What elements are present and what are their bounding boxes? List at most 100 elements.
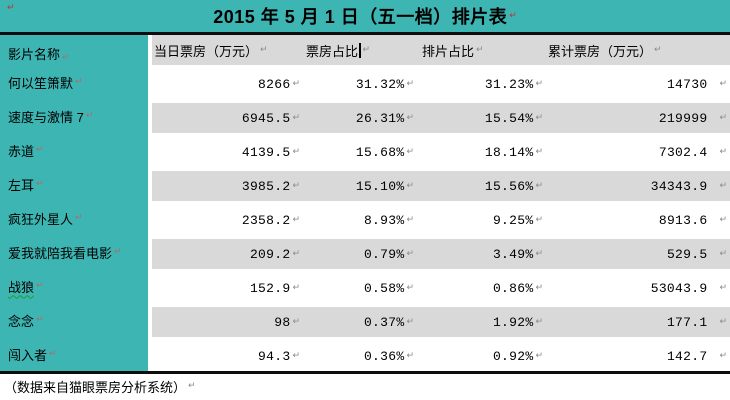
cell-total-boxoffice[interactable]: 8913.6 ↵ xyxy=(548,213,730,228)
cell-value: 2358.2 xyxy=(241,212,291,228)
cell-total-boxoffice[interactable]: 14730 ↵ xyxy=(548,77,730,92)
cell-boxoffice-share[interactable]: 15.10% ↵ xyxy=(304,179,420,194)
cell-boxoffice-share[interactable]: 15.68% ↵ xyxy=(304,145,420,160)
cell-boxoffice-share[interactable]: 8.93% ↵ xyxy=(304,213,420,228)
column-header-label: 累计票房（万元） xyxy=(548,43,653,59)
cell-value: 3985.2 xyxy=(241,178,291,194)
cell-end-mark-icon: ↵ xyxy=(75,212,83,223)
cell-film-name[interactable]: 战狼 ↵ xyxy=(0,269,148,303)
cell-daily-boxoffice[interactable]: 2358.2 ↵ xyxy=(152,213,304,228)
cell-value: 8266 xyxy=(258,76,291,92)
cell-daily-boxoffice[interactable]: 98 ↵ xyxy=(152,315,304,330)
cell-value: 0.37% xyxy=(363,314,405,330)
cell-screening-share[interactable]: 1.92% ↵ xyxy=(420,315,548,330)
cell-film-name[interactable]: 念念 ↵ xyxy=(0,303,148,337)
table-row[interactable]: 4139.5 ↵ 15.68% ↵ 18.14% ↵ 7302.4 ↵ xyxy=(152,133,730,167)
cell-film-name[interactable]: 爱我就陪我看电影 ↵ xyxy=(0,235,148,269)
table-row[interactable]: 152.9 ↵ 0.58% ↵ 0.86% ↵ 53043.9 ↵ xyxy=(152,269,730,303)
film-name-text: 速度与激情 7 xyxy=(8,109,84,125)
table-row[interactable]: 6945.5 ↵ 26.31% ↵ 15.54% ↵ 219999 ↵ xyxy=(152,99,730,133)
column-header-film-name[interactable]: 影片名称 ↵ xyxy=(0,35,148,65)
cell-boxoffice-share[interactable]: 0.58% ↵ xyxy=(304,281,420,296)
cell-film-name[interactable]: 闯入者 ↵ xyxy=(0,337,148,371)
cell-screening-share[interactable]: 0.86% ↵ xyxy=(420,281,548,296)
cell-end-mark-icon: ↵ xyxy=(260,44,268,55)
cell-end-mark-icon: ↵ xyxy=(535,146,543,157)
column-header-screening-share[interactable]: 排片占比 ↵ xyxy=(420,41,548,60)
cell-total-boxoffice[interactable]: 7302.4 ↵ xyxy=(548,145,730,160)
table-row[interactable]: 94.3 ↵ 0.36% ↵ 0.92% ↵ 142.7 ↵ xyxy=(152,337,730,371)
cell-end-mark-icon: ↵ xyxy=(719,146,727,157)
cell-end-mark-icon: ↵ xyxy=(535,78,543,89)
film-name-text: 左耳 xyxy=(8,177,35,193)
table-row[interactable]: 3985.2 ↵ 15.10% ↵ 15.56% ↵ 34343.9 ↵ xyxy=(152,167,730,201)
cell-value: 31.32% xyxy=(355,76,405,92)
table-row[interactable]: 209.2 ↵ 0.79% ↵ 3.49% ↵ 529.5 ↵ xyxy=(152,235,730,269)
cell-end-mark-icon: ↵ xyxy=(719,282,727,293)
cell-screening-share[interactable]: 15.54% ↵ xyxy=(420,111,548,126)
column-header-total-boxoffice[interactable]: 累计票房（万元） ↵ xyxy=(548,41,730,60)
cell-total-boxoffice[interactable]: 142.7 ↵ xyxy=(548,349,730,364)
cell-boxoffice-share[interactable]: 0.36% ↵ xyxy=(304,349,420,364)
cell-end-mark-icon: ↵ xyxy=(292,248,300,259)
cell-film-name[interactable]: 疯狂外星人 ↵ xyxy=(0,201,148,235)
cell-daily-boxoffice[interactable]: 152.9 ↵ xyxy=(152,281,304,296)
cell-end-mark-icon: ↵ xyxy=(62,53,70,63)
cell-daily-boxoffice[interactable]: 4139.5 ↵ xyxy=(152,145,304,160)
cell-screening-share[interactable]: 15.56% ↵ xyxy=(420,179,548,194)
cell-film-name[interactable]: 赤道 ↵ xyxy=(0,133,148,167)
table-row[interactable]: 8266 ↵ 31.32% ↵ 31.23% ↵ 14730 ↵ xyxy=(152,65,730,99)
cell-value: 53043.9 xyxy=(650,280,708,296)
film-name-text: 赤道 xyxy=(8,143,35,159)
cell-end-mark-icon: ↵ xyxy=(406,180,414,191)
cell-end-mark-icon: ↵ xyxy=(292,78,300,89)
source-note[interactable]: （数据来自猫眼票房分析系统） ↵ xyxy=(4,377,196,396)
cell-end-mark-icon: ↵ xyxy=(292,180,300,191)
cell-screening-share[interactable]: 18.14% ↵ xyxy=(420,145,548,160)
cell-screening-share[interactable]: 0.92% ↵ xyxy=(420,349,548,364)
cell-total-boxoffice[interactable]: 529.5 ↵ xyxy=(548,247,730,262)
cell-end-mark-icon: ↵ xyxy=(406,350,414,361)
cell-total-boxoffice[interactable]: 177.1 ↵ xyxy=(548,315,730,330)
column-header-boxoffice-share[interactable]: 票房占比 ↵ xyxy=(304,41,420,60)
table-row[interactable]: 2358.2 ↵ 8.93% ↵ 9.25% ↵ 8913.6 ↵ xyxy=(152,201,730,235)
film-name-text: 疯狂外星人 xyxy=(8,211,74,227)
table-row[interactable]: 98 ↵ 0.37% ↵ 1.92% ↵ 177.1 ↵ xyxy=(152,303,730,337)
table-title-bar[interactable]: ↵ 2015 年 5 月 1 日（五一档）排片表 ↵ xyxy=(0,0,730,32)
cell-daily-boxoffice[interactable]: 94.3 ↵ xyxy=(152,349,304,364)
film-name-text: 念念 xyxy=(8,313,35,329)
cell-boxoffice-share[interactable]: 0.79% ↵ xyxy=(304,247,420,262)
film-name-text: 爱我就陪我看电影 xyxy=(8,245,113,261)
cell-daily-boxoffice[interactable]: 8266 ↵ xyxy=(152,77,304,92)
cell-value: 15.56% xyxy=(484,178,534,194)
cell-value: 98 xyxy=(274,314,291,330)
cell-total-boxoffice[interactable]: 219999 ↵ xyxy=(548,111,730,126)
cell-end-mark-icon: ↵ xyxy=(36,144,44,155)
cell-end-mark-icon: ↵ xyxy=(36,178,44,189)
cell-film-name[interactable]: 速度与激情 7 ↵ xyxy=(0,99,148,133)
cell-total-boxoffice[interactable]: 53043.9 ↵ xyxy=(548,281,730,296)
cell-total-boxoffice[interactable]: 34343.9 ↵ xyxy=(548,179,730,194)
column-header-label: 影片名称 xyxy=(8,47,61,62)
cell-film-name[interactable]: 左耳 ↵ xyxy=(0,167,148,201)
cell-end-mark-icon: ↵ xyxy=(535,214,543,225)
cell-boxoffice-share[interactable]: 31.32% ↵ xyxy=(304,77,420,92)
cell-end-mark-icon: ↵ xyxy=(719,180,727,191)
cell-daily-boxoffice[interactable]: 6945.5 ↵ xyxy=(152,111,304,126)
table-header-row: 当日票房（万元） ↵ 票房占比 ↵ 排片占比 ↵ 累计票房（万元） ↵ xyxy=(152,35,730,65)
cell-screening-share[interactable]: 31.23% ↵ xyxy=(420,77,548,92)
cell-film-name[interactable]: 何以笙箫默 ↵ xyxy=(0,65,148,99)
cell-end-mark-icon: ↵ xyxy=(292,350,300,361)
cell-daily-boxoffice[interactable]: 3985.2 ↵ xyxy=(152,179,304,194)
cell-value: 219999 xyxy=(658,110,708,126)
cell-end-mark-icon: ↵ xyxy=(292,316,300,327)
cell-value: 8.93% xyxy=(363,212,405,228)
cell-value: 6945.5 xyxy=(241,110,291,126)
column-header-daily-boxoffice[interactable]: 当日票房（万元） ↵ xyxy=(152,41,304,60)
cell-screening-share[interactable]: 9.25% ↵ xyxy=(420,213,548,228)
cell-value: 15.68% xyxy=(355,144,405,160)
cell-screening-share[interactable]: 3.49% ↵ xyxy=(420,247,548,262)
cell-daily-boxoffice[interactable]: 209.2 ↵ xyxy=(152,247,304,262)
cell-boxoffice-share[interactable]: 26.31% ↵ xyxy=(304,111,420,126)
cell-boxoffice-share[interactable]: 0.37% ↵ xyxy=(304,315,420,330)
